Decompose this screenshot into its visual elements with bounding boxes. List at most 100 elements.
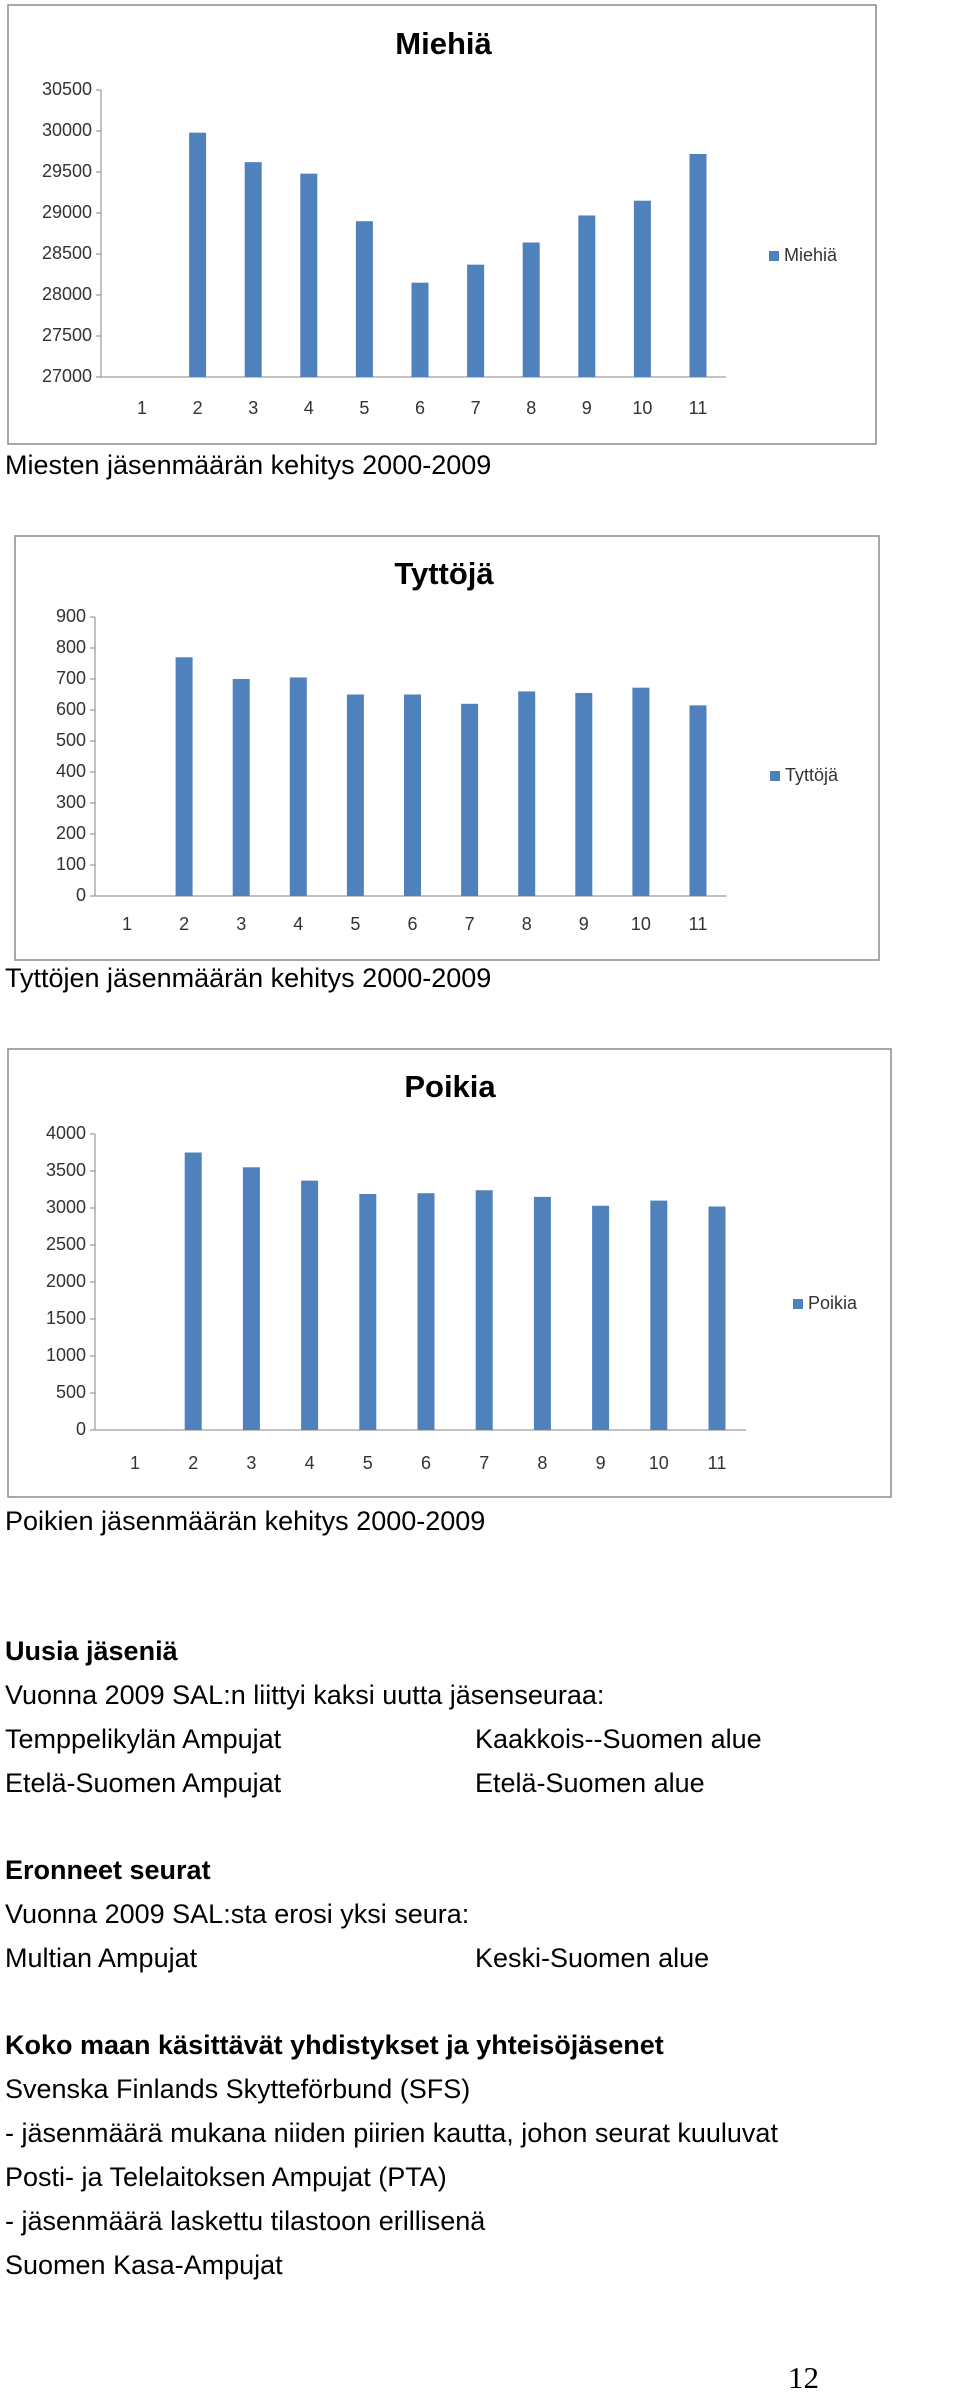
legend-swatch (770, 771, 780, 781)
chart-title: Miehiä (395, 26, 492, 61)
x-tick-label: 3 (246, 1453, 256, 1473)
bar (289, 677, 307, 896)
x-tick-label: 8 (537, 1453, 547, 1473)
bar (575, 692, 593, 896)
bar (175, 657, 193, 896)
bar (404, 694, 421, 896)
text-line: Svenska Finlands Skytteförbund (SFS) (5, 2074, 470, 2104)
caption: Poikien jäsenmäärän kehitys 2000-2009 (5, 1506, 485, 1536)
bar (518, 691, 536, 896)
x-tick-label: 11 (689, 914, 708, 934)
y-tick-label: 500 (56, 1382, 86, 1402)
y-tick-label: 700 (56, 668, 86, 688)
x-tick-label: 2 (179, 914, 189, 934)
bar (301, 1180, 319, 1430)
bar (533, 1196, 551, 1430)
x-tick-label: 11 (689, 398, 708, 418)
y-tick-label: 3000 (46, 1197, 86, 1217)
x-tick-label: 5 (363, 1453, 373, 1473)
text-line: Vuonna 2009 SAL:sta erosi yksi seura: (5, 1899, 469, 1929)
y-tick-label: 300 (56, 792, 86, 812)
y-tick-label: 27000 (42, 366, 92, 386)
x-tick-label: 4 (304, 398, 314, 418)
y-tick-label: 29500 (42, 161, 92, 181)
bar (592, 1205, 610, 1430)
y-tick-label: 200 (56, 823, 86, 843)
legend-swatch (793, 1299, 803, 1309)
y-tick-label: 27500 (42, 325, 92, 345)
y-tick-label: 2500 (46, 1234, 86, 1254)
text-line: Posti- ja Telelaitoksen Ampujat (PTA) (5, 2162, 447, 2192)
y-tick-label: 30000 (42, 120, 92, 140)
text-line: Etelä-Suomen alue (475, 1768, 705, 1798)
x-tick-label: 7 (471, 398, 481, 418)
legend-swatch (769, 251, 779, 261)
caption: Tyttöjen jäsenmäärän kehitys 2000-2009 (5, 963, 491, 993)
bar (689, 153, 707, 377)
bar (300, 173, 318, 377)
legend-label: Poikia (808, 1293, 858, 1313)
bar (522, 242, 540, 377)
x-tick-label: 9 (579, 914, 589, 934)
y-tick-label: 29000 (42, 202, 92, 222)
x-tick-label: 4 (305, 1453, 315, 1473)
bar (242, 1167, 260, 1430)
x-tick-label: 3 (248, 398, 258, 418)
x-tick-label: 10 (632, 398, 652, 418)
x-tick-label: 10 (631, 914, 651, 934)
caption: Miesten jäsenmäärän kehitys 2000-2009 (5, 450, 491, 480)
bar (417, 1193, 435, 1430)
x-tick-label: 6 (421, 1453, 431, 1473)
x-tick-label: 2 (193, 398, 203, 418)
y-tick-label: 28000 (42, 284, 92, 304)
text-line: Keski-Suomen alue (475, 1943, 709, 1973)
x-tick-label: 6 (407, 914, 417, 934)
y-tick-label: 3500 (46, 1160, 86, 1180)
bar (632, 687, 650, 896)
x-tick-label: 4 (293, 914, 303, 934)
x-tick-label: 1 (122, 914, 132, 934)
x-tick-label: 2 (188, 1453, 198, 1473)
y-tick-label: 1500 (46, 1308, 86, 1328)
bar (578, 215, 596, 377)
x-tick-label: 1 (137, 398, 147, 418)
y-tick-label: 800 (56, 637, 86, 657)
y-tick-label: 600 (56, 699, 86, 719)
bar (232, 679, 250, 896)
bar (475, 1190, 493, 1430)
bar (355, 221, 373, 377)
chart-frame (14, 535, 880, 961)
x-tick-label: 9 (596, 1453, 606, 1473)
x-tick-label: 11 (708, 1453, 727, 1473)
bar (244, 162, 262, 377)
chart-frame (7, 4, 877, 445)
bar (189, 132, 207, 377)
text-line: - jäsenmäärä mukana niiden piirien kautt… (5, 2118, 778, 2148)
y-tick-label: 2000 (46, 1271, 86, 1291)
x-tick-label: 8 (526, 398, 536, 418)
bar (650, 1200, 668, 1430)
bar (689, 705, 707, 896)
y-tick-label: 4000 (46, 1123, 86, 1143)
y-tick-label: 30500 (42, 79, 92, 99)
section-heading: Koko maan käsittävät yhdistykset ja yhte… (5, 2030, 664, 2060)
y-tick-label: 0 (76, 885, 86, 905)
chart-title: Tyttöjä (394, 556, 494, 591)
x-tick-label: 3 (236, 914, 246, 934)
text-line: Suomen Kasa-Ampujat (5, 2250, 283, 2280)
x-tick-label: 10 (649, 1453, 669, 1473)
text-line: Kaakkois--Suomen alue (475, 1724, 762, 1754)
text-line: Vuonna 2009 SAL:n liittyi kaksi uutta jä… (5, 1680, 604, 1710)
y-tick-label: 400 (56, 761, 86, 781)
x-tick-label: 1 (130, 1453, 140, 1473)
text-line: Multian Ampujat (5, 1943, 198, 1973)
section-heading: Eronneet seurat (5, 1855, 211, 1885)
section-heading: Uusia jäseniä (5, 1636, 179, 1666)
bar (708, 1206, 726, 1430)
x-tick-label: 8 (522, 914, 532, 934)
x-tick-label: 5 (350, 914, 360, 934)
text-line: Etelä-Suomen Ampujat (5, 1768, 282, 1798)
bar (411, 282, 429, 377)
x-tick-label: 9 (582, 398, 592, 418)
